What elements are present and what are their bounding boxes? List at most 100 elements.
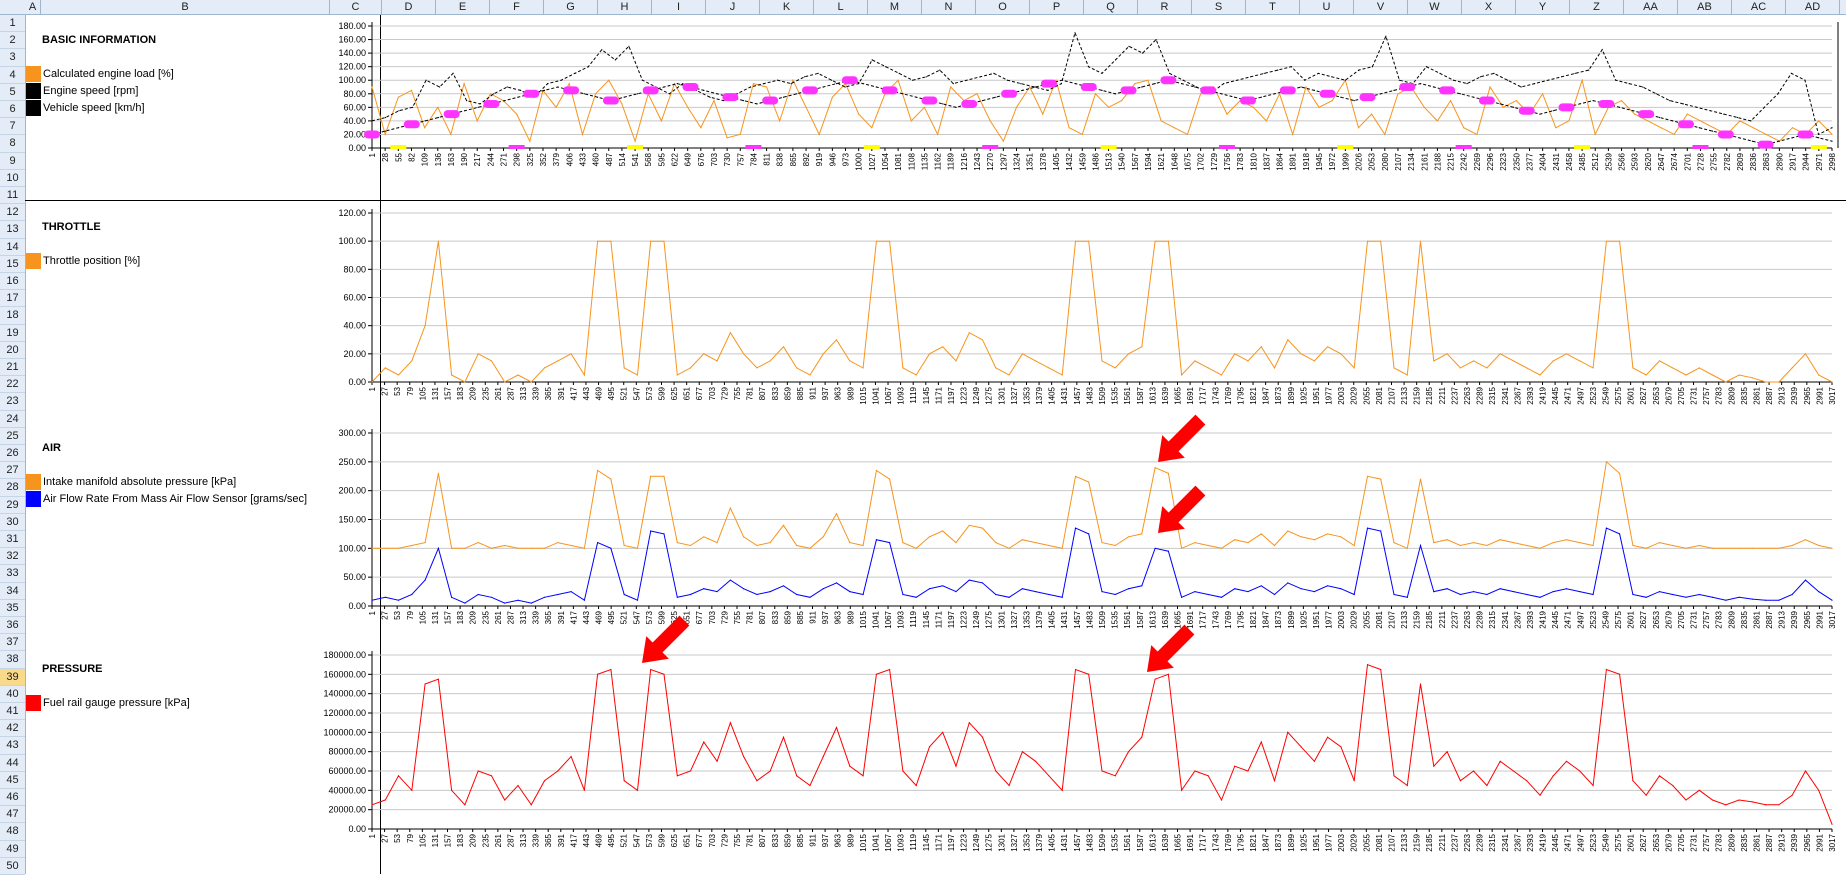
- data-point: [1327, 585, 1329, 587]
- row-header[interactable]: 18: [0, 307, 25, 325]
- column-header-f[interactable]: F: [490, 0, 544, 14]
- row-header[interactable]: 8: [0, 135, 25, 153]
- row-header[interactable]: 16: [0, 273, 25, 291]
- x-tick-label: 2431: [1552, 152, 1561, 170]
- row-header[interactable]: 7: [0, 118, 25, 136]
- row-header[interactable]: 21: [0, 359, 25, 377]
- column-header-y[interactable]: Y: [1516, 0, 1570, 14]
- column-header-d[interactable]: D: [382, 0, 436, 14]
- column-header-m[interactable]: M: [868, 0, 922, 14]
- column-header-x[interactable]: X: [1462, 0, 1516, 14]
- row-header[interactable]: 6: [0, 101, 25, 119]
- column-header-ad[interactable]: AD: [1786, 0, 1840, 14]
- data-point: [1273, 593, 1276, 596]
- column-header-q[interactable]: Q: [1084, 0, 1138, 14]
- row-header[interactable]: 15: [0, 256, 25, 273]
- row-header[interactable]: 11: [0, 187, 25, 205]
- column-header-t[interactable]: T: [1246, 0, 1300, 14]
- row-header[interactable]: 44: [0, 755, 25, 772]
- data-point: [1736, 116, 1738, 119]
- row-header[interactable]: 12: [0, 204, 25, 222]
- column-header-u[interactable]: U: [1300, 0, 1354, 14]
- row-header[interactable]: 31: [0, 531, 25, 549]
- row-header[interactable]: 28: [0, 479, 25, 497]
- row-header[interactable]: 17: [0, 290, 25, 308]
- column-header-ab[interactable]: AB: [1678, 0, 1732, 14]
- row-header[interactable]: 45: [0, 772, 25, 789]
- column-header-l[interactable]: L: [814, 0, 868, 14]
- row-header[interactable]: 48: [0, 823, 25, 841]
- row-header[interactable]: 9: [0, 153, 25, 170]
- row-header[interactable]: 20: [0, 342, 25, 359]
- x-tick-label: 2211: [1438, 833, 1447, 851]
- x-tick-label: 2159: [1413, 610, 1422, 628]
- row-header[interactable]: 4: [0, 67, 25, 84]
- data-point: [1061, 79, 1063, 81]
- row-header[interactable]: 24: [0, 411, 25, 428]
- row-header[interactable]: 25: [0, 428, 25, 445]
- column-header-j[interactable]: J: [706, 0, 760, 14]
- row-header[interactable]: 13: [0, 221, 25, 239]
- column-header-h[interactable]: H: [598, 0, 652, 14]
- data-point: [451, 547, 453, 549]
- row-header[interactable]: 43: [0, 737, 25, 755]
- data-point: [517, 599, 519, 601]
- column-header-k[interactable]: K: [760, 0, 814, 14]
- row-header[interactable]: 35: [0, 600, 25, 617]
- column-header-aa[interactable]: AA: [1624, 0, 1678, 14]
- row-header[interactable]: 32: [0, 548, 25, 566]
- column-header-ac[interactable]: AC: [1732, 0, 1786, 14]
- column-header-o[interactable]: O: [976, 0, 1030, 14]
- row-header[interactable]: 37: [0, 634, 25, 652]
- row-header[interactable]: 19: [0, 325, 25, 342]
- y-tick-label: 60.00: [343, 102, 366, 112]
- row-header[interactable]: 5: [0, 84, 25, 101]
- x-tick-label: 963: [834, 610, 843, 624]
- row-header[interactable]: 39: [0, 668, 25, 686]
- row-header[interactable]: 23: [0, 393, 25, 411]
- row-header[interactable]: 40: [0, 686, 25, 703]
- row-header[interactable]: 36: [0, 617, 25, 635]
- row-header[interactable]: 41: [0, 703, 25, 721]
- row-header[interactable]: 47: [0, 806, 25, 824]
- row-header[interactable]: 50: [0, 858, 25, 875]
- column-header-n[interactable]: N: [922, 0, 976, 14]
- row-header[interactable]: 2: [0, 32, 25, 50]
- row-header[interactable]: 33: [0, 565, 25, 583]
- row-header[interactable]: 49: [0, 841, 25, 858]
- column-header-w[interactable]: W: [1408, 0, 1462, 14]
- row-header[interactable]: 30: [0, 514, 25, 531]
- row-header[interactable]: 46: [0, 789, 25, 807]
- row-header[interactable]: 26: [0, 445, 25, 463]
- row-header[interactable]: 34: [0, 583, 25, 600]
- row-header[interactable]: 42: [0, 720, 25, 738]
- row-header[interactable]: 27: [0, 462, 25, 480]
- x-tick-label: 53: [393, 610, 402, 619]
- data-point: [517, 374, 519, 376]
- column-header-a[interactable]: A: [25, 0, 41, 14]
- data-point: [1751, 377, 1753, 379]
- row-header[interactable]: 38: [0, 651, 25, 669]
- data-point: [1021, 89, 1024, 91]
- column-header-b[interactable]: B: [41, 0, 330, 14]
- row-header[interactable]: 10: [0, 170, 25, 187]
- column-header-e[interactable]: E: [436, 0, 490, 14]
- row-header[interactable]: 3: [0, 49, 25, 67]
- data-point: [568, 83, 570, 85]
- column-header-i[interactable]: I: [652, 0, 706, 14]
- column-header-r[interactable]: R: [1138, 0, 1192, 14]
- row-header[interactable]: 1: [0, 15, 25, 33]
- data-point: [1493, 72, 1495, 74]
- x-tick-label: 755: [733, 610, 742, 624]
- row-header[interactable]: 14: [0, 239, 25, 256]
- row-header[interactable]: 29: [0, 497, 25, 514]
- column-header-v[interactable]: V: [1354, 0, 1408, 14]
- column-header-g[interactable]: G: [544, 0, 598, 14]
- y-tick-label: 180.00: [338, 22, 366, 31]
- column-header-c[interactable]: C: [330, 0, 382, 14]
- data-point: [875, 673, 878, 675]
- column-header-p[interactable]: P: [1030, 0, 1084, 14]
- column-header-s[interactable]: S: [1192, 0, 1246, 14]
- column-header-z[interactable]: Z: [1570, 0, 1624, 14]
- row-header[interactable]: 22: [0, 376, 25, 394]
